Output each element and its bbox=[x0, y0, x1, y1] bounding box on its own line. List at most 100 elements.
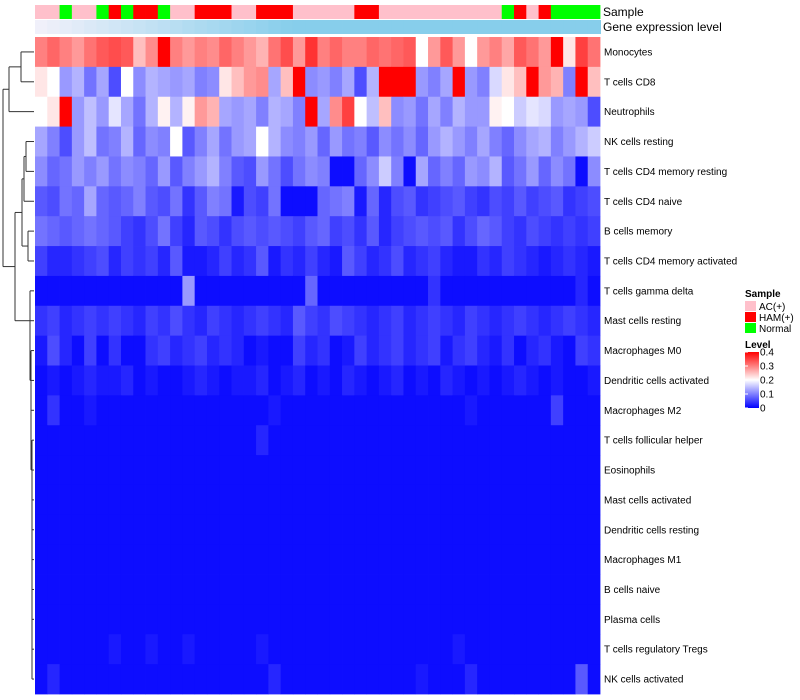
sample-annotation-cell bbox=[489, 5, 503, 19]
heatmap-cell bbox=[477, 156, 490, 187]
heatmap-cell bbox=[157, 365, 171, 396]
heatmap-cell bbox=[47, 425, 60, 456]
heatmap-cell bbox=[194, 634, 208, 665]
heatmap-cell bbox=[292, 574, 306, 605]
heatmap-cell bbox=[378, 484, 392, 516]
heatmap-cell bbox=[378, 425, 392, 456]
heatmap-cell bbox=[477, 664, 490, 695]
heatmap-cell bbox=[378, 96, 392, 127]
heatmap-cell bbox=[378, 335, 392, 366]
heatmap-cell bbox=[35, 246, 48, 277]
heatmap-cell bbox=[329, 395, 343, 426]
heatmap-cell bbox=[342, 216, 355, 247]
sample-annotation-cell bbox=[563, 5, 576, 19]
sample-legend-items: AC(+)HAM(+)Normal bbox=[745, 301, 794, 335]
heatmap-cell bbox=[170, 246, 183, 277]
heatmap-cell bbox=[526, 455, 539, 486]
sample-annotation-cell bbox=[145, 5, 159, 19]
heatmap-cell bbox=[292, 126, 306, 157]
heatmap-cell bbox=[71, 96, 85, 127]
heatmap-cell bbox=[206, 335, 220, 366]
heatmap-cell bbox=[84, 664, 97, 695]
heatmap-cell bbox=[477, 186, 490, 217]
heatmap-cell bbox=[47, 604, 60, 635]
heatmap-cell bbox=[206, 664, 220, 695]
heatmap-cell bbox=[477, 216, 490, 247]
heatmap-cell bbox=[108, 484, 122, 516]
heatmap-cell bbox=[440, 514, 454, 546]
heatmap-cell bbox=[391, 634, 404, 665]
heatmap-cell bbox=[428, 156, 441, 187]
heatmap-cell bbox=[133, 664, 146, 695]
heatmap-cell bbox=[550, 455, 564, 486]
heatmap-cell bbox=[157, 96, 171, 127]
heatmap-cell bbox=[366, 186, 380, 217]
heatmap-cell bbox=[415, 216, 429, 247]
heatmap-cell bbox=[514, 186, 527, 217]
heatmap-cell bbox=[256, 156, 269, 187]
heatmap-cell bbox=[526, 514, 539, 546]
heatmap-cell bbox=[231, 275, 245, 307]
heatmap-cell bbox=[526, 395, 539, 426]
heatmap-cell bbox=[378, 455, 392, 486]
heatmap-cell bbox=[477, 275, 490, 307]
heatmap-cell bbox=[538, 156, 552, 187]
heatmap-cell bbox=[231, 186, 245, 217]
gene-expression-cell bbox=[452, 20, 466, 34]
heatmap-cell bbox=[170, 186, 183, 217]
heatmap-cell bbox=[514, 484, 527, 516]
heatmap-cell bbox=[256, 186, 269, 217]
heatmap-cell bbox=[354, 96, 368, 127]
heatmap-cell bbox=[317, 395, 331, 426]
heatmap-cell bbox=[47, 664, 60, 695]
heatmap-cell bbox=[477, 634, 490, 665]
heatmap-cell bbox=[403, 365, 417, 396]
heatmap-cell bbox=[538, 246, 552, 277]
heatmap-cell bbox=[391, 574, 404, 605]
heatmap-cell bbox=[206, 544, 220, 575]
level-legend-ticks: 0.4 0.3 0.2 0.1 0 bbox=[745, 348, 774, 415]
heatmap-cell bbox=[206, 186, 220, 217]
heatmap-cell bbox=[59, 66, 73, 98]
heatmap-cell bbox=[538, 275, 552, 307]
heatmap-cell bbox=[563, 455, 576, 486]
sample-annotation-cell bbox=[514, 5, 527, 19]
heatmap-cell bbox=[96, 246, 110, 277]
heatmap-cell bbox=[378, 305, 392, 337]
heatmap-cell bbox=[145, 425, 159, 456]
heatmap-cell bbox=[452, 275, 466, 307]
heatmap-cell bbox=[342, 514, 355, 546]
heatmap-cell bbox=[120, 335, 134, 366]
heatmap-cell bbox=[415, 186, 429, 217]
heatmap-cell bbox=[268, 66, 282, 98]
heatmap-cell bbox=[563, 126, 576, 157]
heatmap-cell bbox=[157, 455, 171, 486]
heatmap-cell bbox=[35, 96, 48, 127]
heatmap-cell bbox=[452, 246, 466, 277]
row-label: Dendritic cells resting bbox=[604, 525, 699, 536]
heatmap-cell bbox=[477, 514, 490, 546]
heatmap-cell bbox=[538, 664, 552, 695]
heatmap-cell bbox=[477, 37, 490, 68]
row-label: Macrophages M2 bbox=[604, 406, 682, 417]
heatmap-cell bbox=[219, 96, 232, 127]
heatmap-cell bbox=[280, 604, 294, 635]
heatmap-cell bbox=[157, 664, 171, 695]
heatmap-cell bbox=[550, 604, 564, 635]
heatmap-cell bbox=[514, 544, 527, 575]
heatmap-cell bbox=[464, 425, 478, 456]
heatmap-cell bbox=[354, 335, 368, 366]
heatmap-cell bbox=[550, 216, 564, 247]
heatmap-cell bbox=[84, 365, 97, 396]
heatmap-cell bbox=[489, 455, 503, 486]
heatmap-cell bbox=[219, 484, 232, 516]
heatmap-cell bbox=[84, 425, 97, 456]
heatmap-cell bbox=[231, 216, 245, 247]
sample-annotation-label: Sample bbox=[603, 5, 644, 19]
heatmap-cell bbox=[575, 96, 589, 127]
heatmap-cell bbox=[428, 634, 441, 665]
heatmap-cell bbox=[428, 37, 441, 68]
heatmap-cell bbox=[268, 246, 282, 277]
heatmap-cell bbox=[256, 96, 269, 127]
heatmap-cell bbox=[526, 484, 539, 516]
